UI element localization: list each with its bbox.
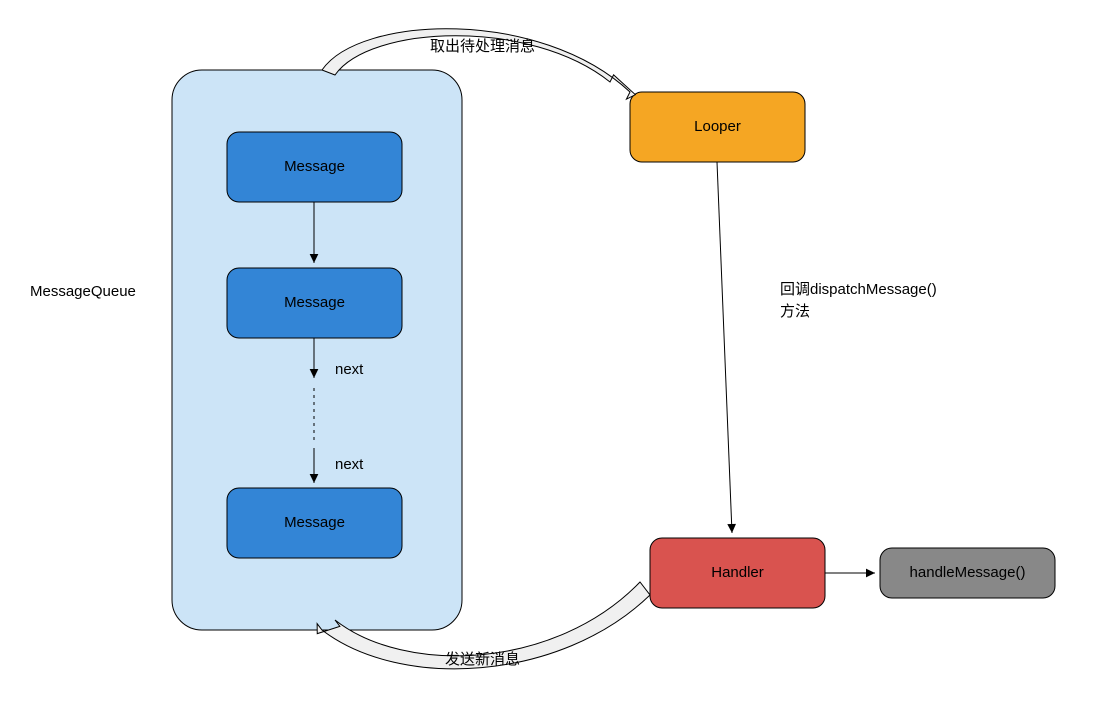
handle-message-box-label: handleMessage() — [910, 564, 1026, 581]
message-box-1-label: Message — [284, 294, 345, 311]
looper-box-label: Looper — [694, 118, 741, 135]
looper-to-handler-arrow — [717, 162, 732, 533]
next-label-0: next — [335, 361, 364, 378]
dispatch-label-line1: 回调dispatchMessage() — [780, 281, 937, 298]
message-queue-label: MessageQueue — [30, 283, 136, 300]
message-box-2-label: Message — [284, 514, 345, 531]
next-label-1: next — [335, 456, 364, 473]
bottom-curve-label: 发送新消息 — [445, 651, 520, 668]
handler-box-label: Handler — [711, 564, 764, 581]
looper-to-handler-arrow-head — [727, 524, 736, 533]
handler-to-handlemessage-arrow-head — [866, 569, 875, 578]
top-curve-label: 取出待处理消息 — [430, 38, 535, 55]
dispatch-label-line2: 方法 — [780, 303, 810, 320]
message-box-0-label: Message — [284, 158, 345, 175]
